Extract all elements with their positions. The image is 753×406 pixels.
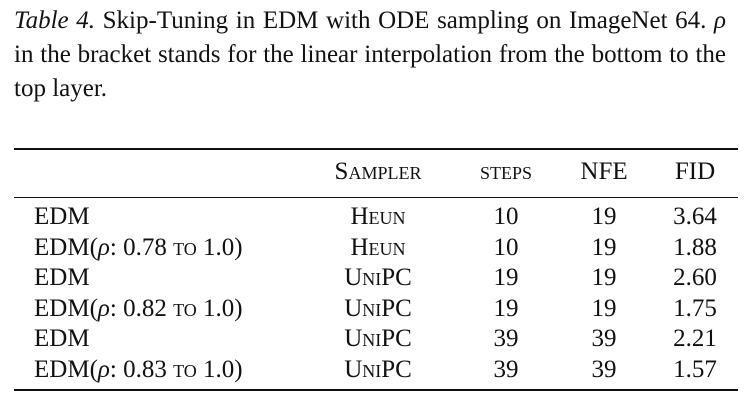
method-range-to: 1.0 xyxy=(196,295,235,322)
method-range-from: : 0.82 xyxy=(109,295,174,322)
method-range-from: : 0.83 xyxy=(109,356,174,383)
header-nfe: NFE xyxy=(580,158,628,185)
cell-nfe: 19 xyxy=(591,234,617,261)
cell-sampler: Heun xyxy=(350,234,406,261)
caption-label: Table 4. xyxy=(14,7,96,34)
method-range-from: : 0.78 xyxy=(109,234,174,261)
method-open-paren: ( xyxy=(89,234,98,261)
cell-steps: 10 xyxy=(493,203,519,230)
method-rho-symbol: ρ xyxy=(97,295,110,322)
cell-nfe: 19 xyxy=(591,264,617,291)
cell-fid: 1.88 xyxy=(673,234,717,261)
cell-steps: 10 xyxy=(493,234,519,261)
method-range-to-word: to xyxy=(173,234,197,261)
method-close-paren: ) xyxy=(234,234,243,261)
method-name: EDM xyxy=(34,203,90,230)
table-caption: Table 4. Skip-Tuning in EDM with ODE sam… xyxy=(14,4,726,106)
method-range-to: 1.0 xyxy=(196,356,235,383)
cell-steps: 39 xyxy=(493,356,519,383)
cell-sampler: UniPC xyxy=(344,356,412,383)
caption-text-after: in the bracket stands for the linear int… xyxy=(14,41,726,102)
cell-fid: 3.64 xyxy=(673,203,717,230)
method-name: EDM xyxy=(34,264,90,291)
method-close-paren: ) xyxy=(234,356,243,383)
cell-fid: 2.60 xyxy=(673,264,717,291)
cell-method: EDM(ρ: 0.82 to 1.0) xyxy=(34,294,243,324)
cell-method: EDM(ρ: 0.83 to 1.0) xyxy=(34,355,243,385)
method-open-paren: ( xyxy=(89,295,98,322)
header-steps: steps xyxy=(479,158,533,185)
method-name: EDM xyxy=(34,234,90,261)
caption-text-before: Skip-Tuning in EDM with ODE sampling on … xyxy=(95,7,715,34)
cell-sampler: UniPC xyxy=(344,325,412,352)
table-bottom-rule xyxy=(14,389,738,391)
method-close-paren: ) xyxy=(234,295,243,322)
cell-fid: 1.75 xyxy=(673,295,717,322)
header-fid: FID xyxy=(674,158,716,185)
method-open-paren: ( xyxy=(89,356,98,383)
method-range-to: 1.0 xyxy=(196,234,235,261)
cell-method: EDM xyxy=(34,202,90,232)
cell-steps: 19 xyxy=(493,295,519,322)
cell-fid: 2.21 xyxy=(673,325,717,352)
cell-nfe: 19 xyxy=(591,295,617,322)
cell-sampler: Heun xyxy=(350,203,406,230)
method-rho-symbol: ρ xyxy=(97,234,110,261)
cell-method: EDM(ρ: 0.78 to 1.0) xyxy=(34,233,243,263)
method-range-to-word: to xyxy=(173,356,197,383)
cell-sampler: UniPC xyxy=(344,264,412,291)
cell-method: EDM xyxy=(34,263,90,293)
cell-nfe: 39 xyxy=(591,356,617,383)
method-rho-symbol: ρ xyxy=(97,356,110,383)
header-sampler: Sampler xyxy=(334,158,422,185)
method-name: EDM xyxy=(34,325,90,352)
cell-nfe: 39 xyxy=(591,325,617,352)
cell-sampler: UniPC xyxy=(344,295,412,322)
cell-nfe: 19 xyxy=(591,203,617,230)
method-name: EDM xyxy=(34,356,90,383)
cell-method: EDM xyxy=(34,324,90,354)
caption-rho-symbol: ρ xyxy=(714,7,727,34)
cell-steps: 19 xyxy=(493,264,519,291)
cell-fid: 1.57 xyxy=(673,356,717,383)
cell-steps: 39 xyxy=(493,325,519,352)
table-top-rule xyxy=(14,148,738,150)
method-range-to-word: to xyxy=(173,295,197,322)
table-header-rule xyxy=(14,197,738,198)
method-name: EDM xyxy=(34,295,90,322)
